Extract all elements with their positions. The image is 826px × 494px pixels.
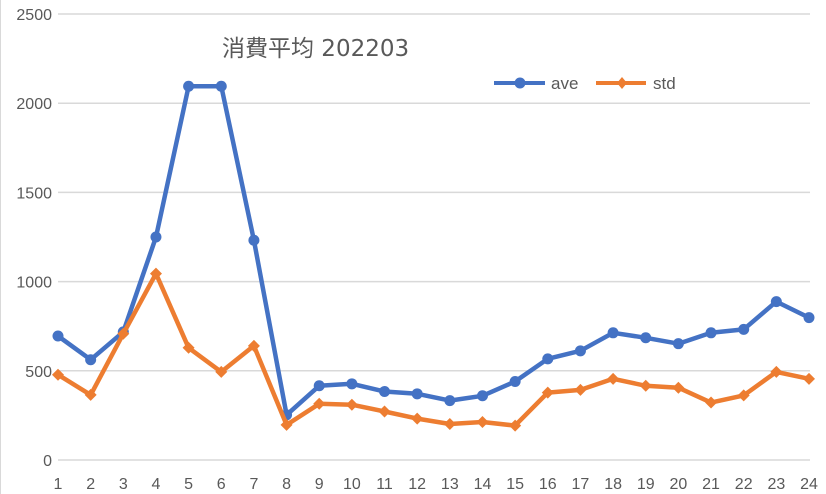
x-tick-label: 6 xyxy=(217,476,226,493)
x-tick-label: 16 xyxy=(539,476,557,493)
data-point-diamond-icon[interactable] xyxy=(803,372,815,385)
data-point-circle-icon[interactable] xyxy=(640,332,652,344)
data-point-diamond-icon[interactable] xyxy=(149,267,162,280)
data-point-circle-icon[interactable] xyxy=(672,338,684,350)
legend-label-std: std xyxy=(653,74,676,93)
x-tick-label: 3 xyxy=(119,476,128,493)
data-point-diamond-icon[interactable] xyxy=(705,396,718,409)
x-tick-label: 17 xyxy=(572,476,590,493)
y-axis-labels: 0 500 1000 1500 2000 2500 xyxy=(16,7,52,470)
data-point-diamond-icon[interactable] xyxy=(476,416,489,429)
diamond-marker-icon xyxy=(617,77,627,89)
data-point-circle-icon[interactable] xyxy=(346,378,358,390)
y-tick-label: 1000 xyxy=(16,275,52,292)
data-point-diamond-icon[interactable] xyxy=(770,365,783,378)
legend-item-std: std xyxy=(596,74,676,93)
data-point-circle-icon[interactable] xyxy=(574,345,586,357)
x-tick-label: 5 xyxy=(184,476,193,493)
x-tick-label: 12 xyxy=(408,476,426,493)
series-std xyxy=(52,267,815,432)
data-point-diamond-icon[interactable] xyxy=(378,405,391,418)
data-point-circle-icon[interactable] xyxy=(85,354,97,366)
y-tick-label: 2000 xyxy=(16,96,52,113)
legend-item-ave: ave xyxy=(494,74,578,93)
x-tick-label: 9 xyxy=(315,476,324,493)
data-point-diamond-icon[interactable] xyxy=(411,412,424,425)
data-point-circle-icon[interactable] xyxy=(183,80,195,92)
series-ave xyxy=(52,80,815,421)
y-tick-label: 500 xyxy=(25,364,52,381)
x-tick-label: 22 xyxy=(735,476,753,493)
x-tick-label: 14 xyxy=(474,476,492,493)
data-point-circle-icon[interactable] xyxy=(248,234,260,246)
x-tick-label: 7 xyxy=(249,476,258,493)
x-tick-label: 15 xyxy=(506,476,524,493)
gridlines xyxy=(58,13,810,461)
data-point-diamond-icon[interactable] xyxy=(443,417,456,430)
legend: ave std xyxy=(494,74,676,93)
x-tick-label: 18 xyxy=(604,476,622,493)
circle-marker-icon xyxy=(514,77,526,89)
data-point-diamond-icon[interactable] xyxy=(182,341,195,354)
x-tick-label: 11 xyxy=(376,476,393,493)
data-point-circle-icon[interactable] xyxy=(150,231,162,243)
data-point-circle-icon[interactable] xyxy=(705,327,717,339)
chart-title: 消費平均 202203 xyxy=(222,36,409,62)
data-point-circle-icon[interactable] xyxy=(313,380,325,392)
data-point-circle-icon[interactable] xyxy=(444,395,456,407)
x-tick-label: 2 xyxy=(86,476,95,493)
y-tick-label: 2500 xyxy=(16,7,52,24)
data-point-diamond-icon[interactable] xyxy=(607,372,620,385)
data-point-diamond-icon[interactable] xyxy=(574,383,587,396)
x-tick-label: 4 xyxy=(152,476,161,493)
data-point-circle-icon[interactable] xyxy=(542,353,554,365)
y-tick-label: 0 xyxy=(43,453,52,470)
data-point-diamond-icon[interactable] xyxy=(509,419,522,432)
x-tick-label: 21 xyxy=(702,476,720,493)
data-point-circle-icon[interactable] xyxy=(411,388,423,400)
x-tick-label: 20 xyxy=(669,476,687,493)
data-point-circle-icon[interactable] xyxy=(476,390,488,402)
data-point-diamond-icon[interactable] xyxy=(247,339,260,352)
data-point-circle-icon[interactable] xyxy=(52,330,64,342)
data-point-circle-icon[interactable] xyxy=(379,385,391,397)
data-point-diamond-icon[interactable] xyxy=(672,381,685,394)
data-point-diamond-icon[interactable] xyxy=(313,397,326,410)
x-tick-label: 10 xyxy=(343,476,361,493)
data-point-circle-icon[interactable] xyxy=(215,80,227,92)
data-point-circle-icon[interactable] xyxy=(770,296,782,308)
x-tick-label: 13 xyxy=(441,476,459,493)
data-point-circle-icon[interactable] xyxy=(607,327,619,339)
series xyxy=(52,80,815,432)
data-point-diamond-icon[interactable] xyxy=(345,398,358,411)
chart-border xyxy=(0,0,1,494)
data-point-circle-icon[interactable] xyxy=(738,323,750,335)
legend-label-ave: ave xyxy=(551,74,578,93)
data-point-diamond-icon[interactable] xyxy=(541,386,554,399)
data-point-circle-icon[interactable] xyxy=(509,376,521,388)
data-point-diamond-icon[interactable] xyxy=(215,365,228,378)
data-point-circle-icon[interactable] xyxy=(803,312,815,324)
series-line-ave xyxy=(55,84,812,418)
x-tick-label: 1 xyxy=(54,476,63,493)
data-point-diamond-icon[interactable] xyxy=(280,418,293,431)
y-tick-label: 1500 xyxy=(16,185,52,202)
x-tick-label: 8 xyxy=(282,476,291,493)
data-point-diamond-icon[interactable] xyxy=(52,368,64,381)
data-point-diamond-icon[interactable] xyxy=(737,389,750,402)
data-point-diamond-icon[interactable] xyxy=(117,327,130,340)
series-line-std xyxy=(55,271,812,428)
x-tick-label: 24 xyxy=(800,476,818,493)
x-axis-labels: 1 2 3 4 5 6 7 8 9 10 11 12 13 14 15 16 17 18 19 20 21 22 23 24 xyxy=(54,476,818,493)
x-tick-label: 23 xyxy=(767,476,785,493)
data-point-diamond-icon[interactable] xyxy=(639,379,652,392)
x-tick-label: 19 xyxy=(637,476,655,493)
data-point-diamond-icon[interactable] xyxy=(84,388,97,401)
